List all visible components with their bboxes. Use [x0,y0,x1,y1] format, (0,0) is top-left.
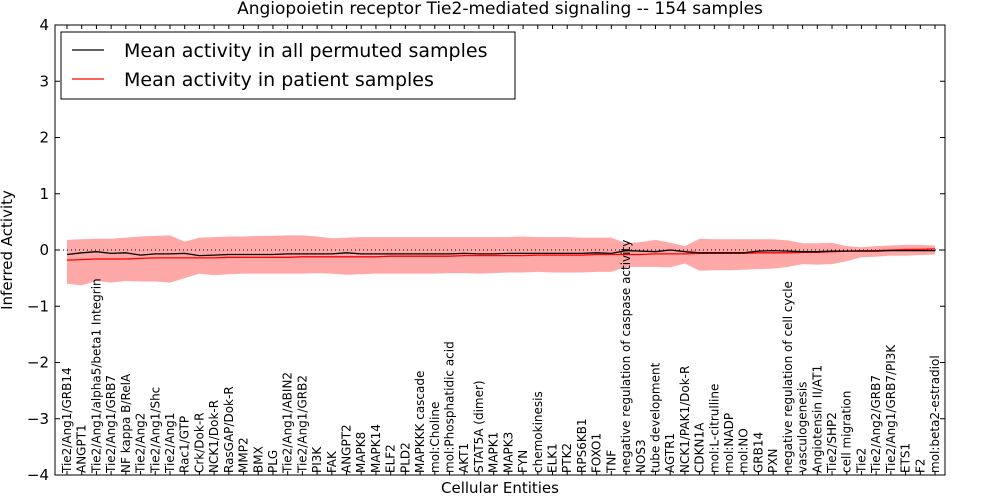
category-label: CDKN1A [693,422,707,473]
category-label: PXN [766,449,780,473]
y-tick-label: −4 [27,466,49,484]
category-label: tube development [649,362,663,473]
patient-mean-line [66,248,936,261]
category-label: NOS3 [634,439,648,473]
category-label: PLD2 [398,442,412,473]
category-label: ANGPT1 [75,424,89,473]
category-label: mol:NO [737,428,751,473]
patient-band [67,235,935,286]
category-label: F2 [913,458,927,473]
category-label: ELK1 [546,443,560,473]
category-label: MAPK3 [501,432,515,473]
category-label: mol:NADP [722,413,736,473]
category-label: MMP2 [237,437,251,473]
category-label: Tie2 [854,448,868,474]
y-tick-label: 3 [39,72,49,90]
category-label: Tie2/SHP2 [825,412,839,474]
legend: Mean activity in all permuted samples Me… [60,31,516,100]
category-label: cell migration [840,391,854,473]
permuted-mean-line [66,249,935,257]
category-label: PTK2 [560,443,574,473]
category-label: AGTR1 [663,433,677,473]
category-label: Tie2/Ang1/alpha5/beta1 Integrin [89,278,103,474]
category-label: ANGPT2 [340,424,354,473]
category-label: AKT1 [457,443,471,473]
category-label: BMX [251,446,265,473]
category-label: Crk/Dok-R [192,412,206,473]
y-axis-title: Inferred Activity [0,190,16,310]
category-label: Tie2/Ang1 [163,413,177,474]
y-tick-label: −1 [27,297,49,315]
category-label: Tie2/Ang2/GRB7 [869,375,883,474]
y-tick-label: −2 [27,354,49,372]
category-label: Tie2/Ang1/GRB7/PI3K [884,344,898,474]
category-label: MAPK1 [487,432,501,473]
category-label: RPS6KB1 [575,418,589,473]
category-label: RasGAP/Dok-R [222,386,236,473]
category-label: mol:Choline [428,402,442,473]
category-label: NCK1/Dok-R [207,400,221,473]
category-label: NCK1/PAK1/Dok-R [678,366,692,473]
legend-label-patient: Mean activity in patient samples [124,69,434,91]
y-tick-label: −3 [27,410,49,428]
category-label: MAPK14 [369,424,383,473]
category-label: ETS1 [899,443,913,473]
category-label: mol:Phosphatidic acid [443,341,457,473]
category-label: mol:L-citrulline [707,384,721,473]
confidence-bands [67,235,935,286]
chart-title: Angiopoietin receptor Tie2-mediated sign… [237,0,763,19]
category-label: mol:beta2-estradiol [928,355,942,473]
category-label: Rac1/GTP [178,416,192,473]
category-label: MAPK8 [354,432,368,473]
category-label: Tie2/Ang1/Shc [148,387,162,474]
category-label: Tie2/Ang1/GRB14 [60,367,74,474]
legend-label-permuted: Mean activity in all permuted samples [124,40,487,62]
x-axis-title: Cellular Entities [441,479,559,497]
category-label: MAPKKK cascade [413,371,427,473]
category-label: vasculogenesis [796,382,810,473]
category-label: Tie2/Ang1/GRB2 [295,375,309,474]
category-label: ELF2 [384,444,398,473]
category-label: negative regulation of cell cycle [781,281,795,473]
series-lines [55,248,945,261]
y-tick-label: 0 [39,241,49,259]
category-label: Tie2/Ang1/GRB7 [104,375,118,474]
category-label: chemokinesis [531,391,545,473]
category-label: negative regulation of caspase activity [619,240,633,473]
category-label: TNF [604,450,618,474]
category-label: GRB14 [752,432,766,473]
category-label: Tie2/Ang2 [134,413,148,474]
category-label: FYN [516,450,530,473]
y-tick-label: 1 [39,185,49,203]
category-label: PLG [266,450,280,473]
y-tick-label: 2 [39,129,49,147]
category-label: STAT5A (dimer) [472,380,486,473]
category-label: FAK [325,450,339,473]
category-label: NF kappa B/RelA [119,373,133,473]
category-label: Tie2/Ang1/ABIN2 [281,372,295,474]
category-labels: Tie2/Ang1/GRB14 ANGPT1 Tie2/Ang1/alpha5/be… [60,240,942,474]
axes: −4 −3 −2 −1 0 1 2 3 4 [27,16,946,484]
category-label: FOXO1 [590,433,604,473]
legend-box [60,31,516,100]
category-label: Angiotensin II/AT1 [810,365,824,473]
y-tick-label: 4 [39,16,49,34]
category-label: PI3K [310,446,324,473]
